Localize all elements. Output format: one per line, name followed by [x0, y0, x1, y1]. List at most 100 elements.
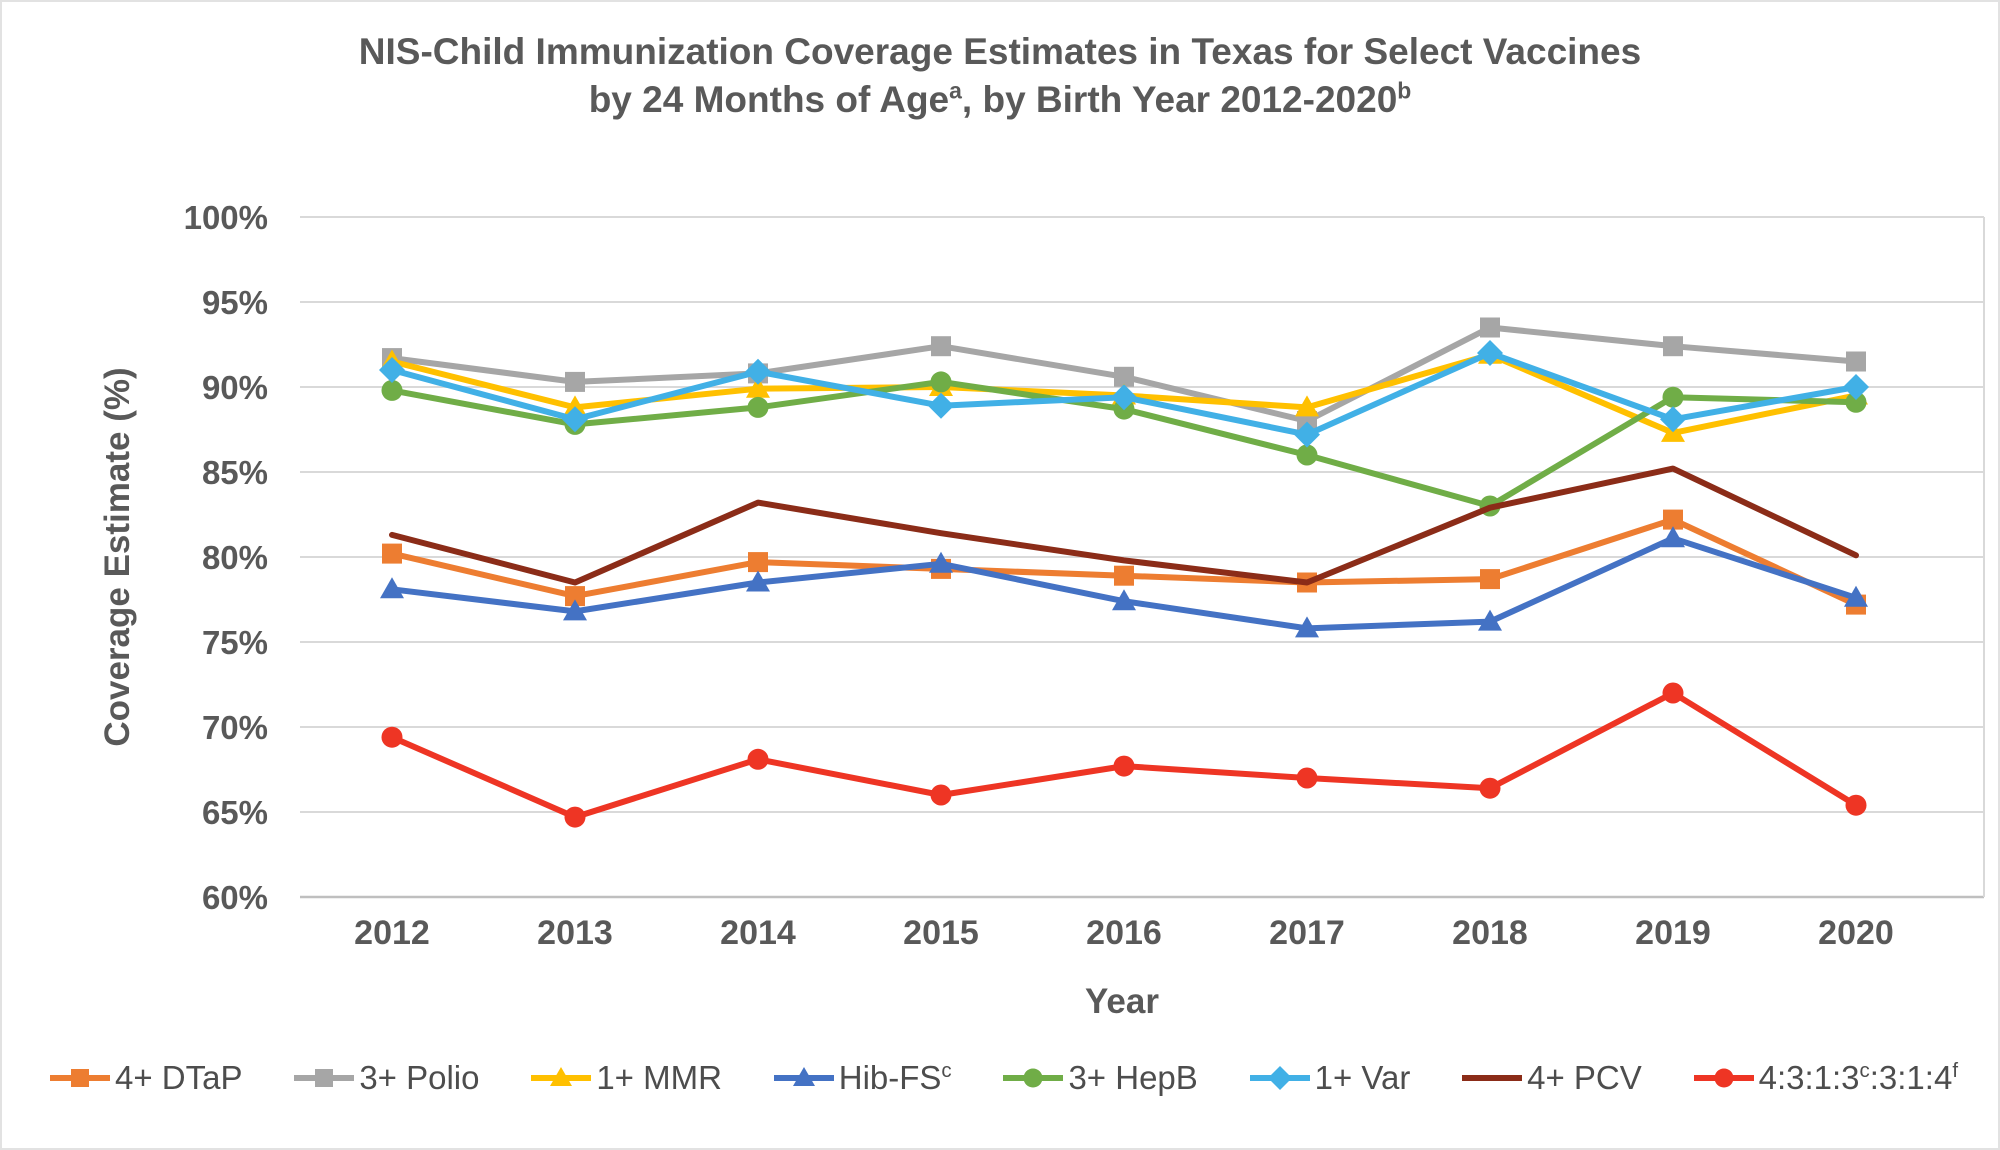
series-line [389, 465, 1859, 586]
legend-label: 4+ PCV [1527, 1059, 1642, 1096]
legend-item-1-var: 1+ Var [1248, 1059, 1411, 1097]
data-point-triangle [929, 551, 953, 573]
y-tick-label: 100% [184, 199, 268, 236]
data-point-circle [1023, 1068, 1043, 1088]
data-point-diamond [1843, 374, 1869, 400]
data-point-circle [1845, 794, 1867, 816]
legend-marker-diamond-icon [1249, 1066, 1310, 1090]
data-point-square [1480, 317, 1500, 338]
data-point-square [565, 371, 585, 392]
x-tick-label: 2017 [1269, 914, 1345, 952]
legend-item-4-dtap: 4+ DTaP [48, 1059, 243, 1097]
y-tick-label: 95% [202, 284, 268, 321]
data-point-diamond [1660, 406, 1686, 433]
legend-marker-triangle-icon [531, 1067, 592, 1086]
series-1-var [379, 340, 1869, 448]
chart-title: NIS-Child Immunization Coverage Estimate… [2, 28, 1998, 124]
series-4-pcv [389, 465, 1859, 586]
data-point-diamond [1294, 421, 1320, 448]
data-point-triangle [1844, 585, 1868, 607]
series-4-3-1-3c-3-1-4f [381, 682, 1867, 828]
y-tick-label: 80% [202, 539, 268, 576]
x-tick-label: 2016 [1086, 914, 1162, 952]
legend-label: 1+ Var [1314, 1059, 1411, 1096]
legend-marker-square-icon [50, 1069, 110, 1087]
data-point-circle [564, 806, 586, 828]
y-tick-label: 65% [202, 794, 268, 831]
data-point-circle [930, 784, 952, 806]
data-point-triangle [1295, 395, 1319, 417]
x-axis-title: Year [1085, 982, 1159, 1021]
data-point-diamond [1111, 384, 1137, 411]
chart-legend: 4+ DTaP 3+ Polio 1+ MMR Hib-FSc 3+ HepB 1+ Va… [48, 1052, 1958, 1104]
data-point-square [1480, 569, 1500, 590]
data-point-square [1663, 509, 1683, 530]
legend-item-4-3-1-3c-3-1-4f: 4:3:1:3c:3:1:4f [1692, 1059, 1958, 1097]
data-point-circle [1296, 767, 1318, 789]
data-point-circle [747, 396, 769, 418]
data-point-circle [1714, 1068, 1734, 1088]
data-point-circle [381, 726, 403, 748]
data-point-circle [930, 371, 952, 393]
legend-item-1-mmr: 1+ MMR [529, 1059, 722, 1097]
gridlines: 100% 95% 90% 85% 80% 75% 70% 65% 60% [184, 199, 1984, 916]
legend-marker-triangle-icon [773, 1067, 834, 1086]
data-point-diamond [1477, 340, 1503, 366]
data-point-triangle [1112, 589, 1136, 611]
data-point-circle [1845, 391, 1867, 413]
data-point-diamond [745, 358, 771, 385]
data-point-triangle [746, 570, 770, 592]
data-point-square [931, 336, 951, 357]
data-point-triangle [550, 1067, 573, 1086]
legend-item-4-pcv: 4+ PCV [1460, 1059, 1642, 1097]
y-tick-label: 90% [202, 369, 268, 406]
x-tick-label: 2014 [720, 914, 796, 952]
data-point-triangle [1661, 526, 1685, 548]
data-point-triangle [380, 577, 404, 599]
data-point-diamond [1267, 1066, 1292, 1090]
legend-item-3-polio: 3+ Polio [292, 1059, 480, 1097]
legend-label: 3+ Polio [359, 1059, 480, 1096]
legend-marker-square-icon [294, 1069, 355, 1087]
data-point-triangle [1478, 609, 1502, 631]
y-tick-label: 85% [202, 454, 268, 491]
x-tick-label: 2019 [1635, 914, 1711, 952]
data-point-square [1114, 565, 1134, 586]
y-tick-label: 70% [202, 709, 268, 746]
legend-label: Hib-FSc [838, 1059, 952, 1096]
data-point-square [1114, 366, 1134, 387]
legend-marker-line-icon [1462, 1075, 1523, 1081]
data-point-circle [1296, 444, 1318, 466]
x-tick-label: 2013 [537, 914, 613, 952]
x-tick-label: 2015 [903, 914, 979, 952]
x-tick-label: 2012 [354, 914, 430, 952]
data-point-circle [747, 748, 769, 770]
data-point-square [748, 552, 768, 573]
data-point-square [315, 1069, 334, 1087]
data-point-circle [1662, 682, 1684, 704]
y-tick-label: 75% [202, 624, 268, 661]
legend-item-hib-fsc: Hib-FSc [772, 1059, 952, 1097]
series-line [389, 690, 1859, 821]
legend-label: 3+ HepB [1068, 1059, 1198, 1096]
y-tick-label: 60% [202, 879, 268, 916]
x-tick-labels: 2012 2013 2014 2015 2016 2017 2018 2019 2020 [354, 914, 1894, 952]
data-point-circle [1113, 755, 1135, 777]
data-point-diamond [562, 406, 588, 433]
data-point-triangle [746, 376, 770, 398]
data-point-square [1846, 351, 1866, 372]
legend-item-3-hepb: 3+ HepB [1001, 1059, 1198, 1097]
data-point-square [382, 543, 402, 564]
legend-label: 4+ DTaP [115, 1059, 243, 1096]
chart-title-line2: by 24 Months of Agea, by Birth Year 2012… [588, 77, 1412, 121]
data-point-square [71, 1069, 89, 1087]
data-point-triangle [792, 1067, 815, 1086]
data-point-square [565, 586, 585, 607]
legend-marker-circle-icon [1693, 1068, 1754, 1088]
data-point-triangle [563, 395, 587, 417]
legend-label: 1+ MMR [596, 1059, 722, 1096]
x-tick-label: 2018 [1452, 914, 1528, 952]
x-tick-label: 2020 [1818, 914, 1894, 952]
